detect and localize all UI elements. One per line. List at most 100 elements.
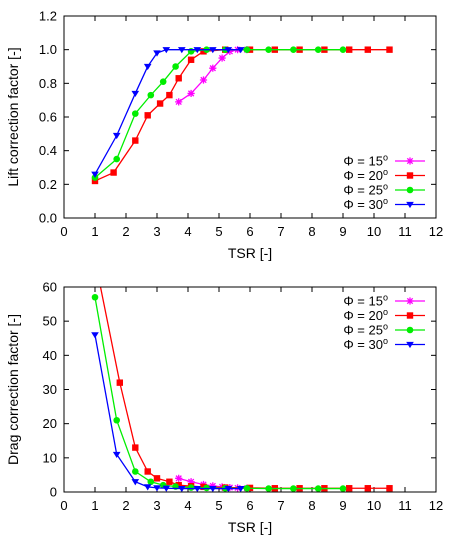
data-point: [147, 478, 155, 486]
y-tick-label: 10: [43, 450, 57, 465]
legend-degree: o: [383, 307, 388, 317]
data-point: [143, 484, 152, 491]
series: [92, 256, 393, 492]
data-point: [131, 479, 140, 486]
data-point: [386, 46, 393, 53]
data-point: [224, 485, 233, 492]
data-point: [162, 47, 171, 54]
data-point: [187, 89, 195, 98]
chart-1: 0 1 2 3 4 5 6 7 8 9 10 11 120.00.20.40.60.81.01.2TSR…: [5, 9, 443, 262]
data-point: [92, 256, 98, 262]
data-point: [187, 478, 195, 486]
data-point: [236, 47, 245, 54]
legend-label: Φ = 25o: [343, 182, 388, 198]
x-tick-label: 2: [122, 498, 129, 513]
data-point: [131, 90, 140, 98]
x-tick-label: 3: [153, 498, 160, 513]
data-point: [199, 76, 208, 84]
legend-label: Φ = 15o: [343, 293, 388, 309]
legend-marker: [406, 326, 414, 334]
data-point: [243, 484, 251, 492]
data-point: [166, 478, 173, 485]
x-tick-label: 6: [246, 224, 253, 239]
legend-label: Φ = 20o: [343, 307, 388, 323]
data-point: [209, 47, 217, 54]
data-point: [153, 485, 161, 492]
x-tick-label: 1: [91, 498, 98, 513]
x-tick-label: 0: [60, 224, 67, 239]
x-tick-label: 0: [60, 498, 67, 513]
legend-label: Φ = 20o: [343, 167, 388, 183]
data-point: [153, 50, 161, 57]
x-tick-label: 8: [308, 224, 315, 239]
data-point: [200, 48, 207, 55]
y-tick-label: 40: [43, 348, 57, 363]
legend-label: Φ = 25o: [343, 322, 388, 338]
y-tick-label: 20: [43, 416, 57, 431]
data-point: [265, 485, 272, 492]
y-tick-label: 0.0: [39, 211, 57, 226]
data-point: [209, 482, 217, 490]
series-line: [94, 49, 241, 175]
data-point: [175, 474, 183, 482]
x-tick-label: 9: [339, 224, 346, 239]
y-axis-label: Lift correction factor [-]: [5, 47, 21, 186]
x-tick-label: 9: [339, 498, 346, 513]
data-point: [144, 468, 151, 475]
legend-degree: o: [383, 182, 388, 192]
data-point: [91, 177, 99, 185]
data-point: [203, 484, 210, 492]
data-point: [132, 444, 139, 451]
data-point: [193, 485, 202, 492]
data-point: [193, 47, 202, 54]
data-point: [162, 485, 171, 492]
x-axis-label: TSR [-]: [228, 245, 272, 261]
data-point: [175, 98, 183, 106]
data-point: [143, 63, 152, 71]
data-point: [112, 451, 121, 459]
legend-degree: o: [383, 336, 388, 346]
x-tick-label: 5: [215, 498, 222, 513]
x-tick-label: 2: [122, 224, 129, 239]
x-tick-label: 4: [184, 498, 191, 513]
legend-marker: [406, 201, 414, 209]
x-tick-label: 11: [398, 498, 412, 513]
data-point: [132, 468, 139, 475]
data-point: [364, 485, 371, 492]
data-point: [265, 46, 272, 53]
x-tick-label: 12: [429, 498, 443, 513]
x-tick-label: 10: [367, 224, 381, 239]
legend-label: Φ = 30o: [343, 196, 388, 212]
y-tick-label: 0: [50, 485, 57, 500]
data-point: [110, 169, 117, 176]
data-point: [113, 155, 120, 163]
y-tick-label: 0.6: [39, 110, 57, 125]
data-point: [132, 110, 139, 117]
data-point: [178, 485, 186, 492]
data-point: [166, 91, 173, 99]
y-tick-label: 1.2: [39, 9, 57, 24]
x-tick-label: 4: [184, 224, 191, 239]
series: [175, 46, 251, 106]
plot-area: [91, 46, 393, 185]
legend-label: Φ = 15o: [343, 153, 388, 169]
data-point: [175, 75, 182, 82]
plot-frame: [63, 286, 437, 493]
y-tick-label: 1.0: [39, 42, 57, 57]
y-tick-label: 60: [43, 280, 57, 295]
x-tick-label: 11: [398, 224, 412, 239]
data-point: [224, 47, 233, 54]
x-tick-label: 10: [367, 498, 381, 513]
y-tick-label: 0.4: [39, 143, 57, 158]
data-point: [339, 485, 347, 492]
data-point: [226, 47, 234, 55]
data-point: [218, 54, 226, 62]
data-point: [209, 64, 217, 72]
data-point: [159, 78, 167, 85]
data-point: [175, 481, 182, 489]
legend-degree: o: [383, 196, 388, 206]
legend-label: Φ = 30o: [343, 336, 388, 352]
x-tick-label: 3: [153, 224, 160, 239]
